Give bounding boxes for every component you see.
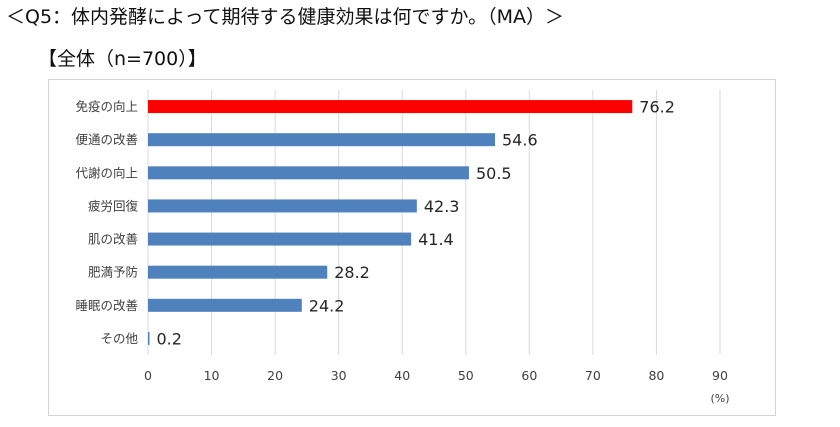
bar [148,133,496,147]
bar [148,199,417,213]
x-tick-label: 70 [585,368,601,383]
bar [148,100,633,114]
chart-frame: 0 10 20 30 40 50 60 70 80 90 (%) 免疫の向上 76.2 便通の改善 54.6… [48,79,776,416]
category-label: 便通の改善 [75,132,138,147]
data-label: 41.4 [418,230,454,249]
x-unit-label: (%) [710,392,729,405]
bar [148,265,328,279]
x-tick-label: 90 [712,368,728,383]
x-tick-label: 0 [144,368,152,383]
bar [148,298,302,312]
bar [148,331,150,345]
data-label: 50.5 [476,164,512,183]
category-label: 疲労回復 [88,198,139,213]
data-label: 28.2 [334,263,370,282]
x-tick-label: 60 [521,368,537,383]
category-label: 肌の改善 [88,232,138,247]
page-title: ＜Q5：体内発酵によって期待する健康効果は何ですか。（MA）＞ [6,6,565,28]
data-label: 24.2 [309,296,345,315]
bar [148,166,469,180]
x-tick-label: 80 [648,368,664,383]
x-tick-label: 10 [204,368,220,383]
category-label: その他 [100,331,138,346]
category-label: 代謝の向上 [75,165,138,180]
data-label: 42.3 [424,197,460,216]
x-tick-label: 50 [458,368,474,383]
category-label: 免疫の向上 [75,99,138,114]
data-label: 0.2 [157,329,182,348]
bar-chart: 0 10 20 30 40 50 60 70 80 90 (%) 免疫の向上 76.2 便通の改善 54.6… [75,90,730,405]
x-tick-label: 20 [267,368,283,383]
category-label: 肥満予防 [88,265,138,280]
data-label: 76.2 [639,98,675,117]
x-tick-label: 40 [394,368,410,383]
bar [148,232,412,246]
chart-subtitle: 【全体（n=700）】 [38,48,207,70]
category-label: 睡眠の改善 [75,298,138,313]
data-label: 54.6 [502,131,538,150]
x-tick-label: 30 [331,368,347,383]
